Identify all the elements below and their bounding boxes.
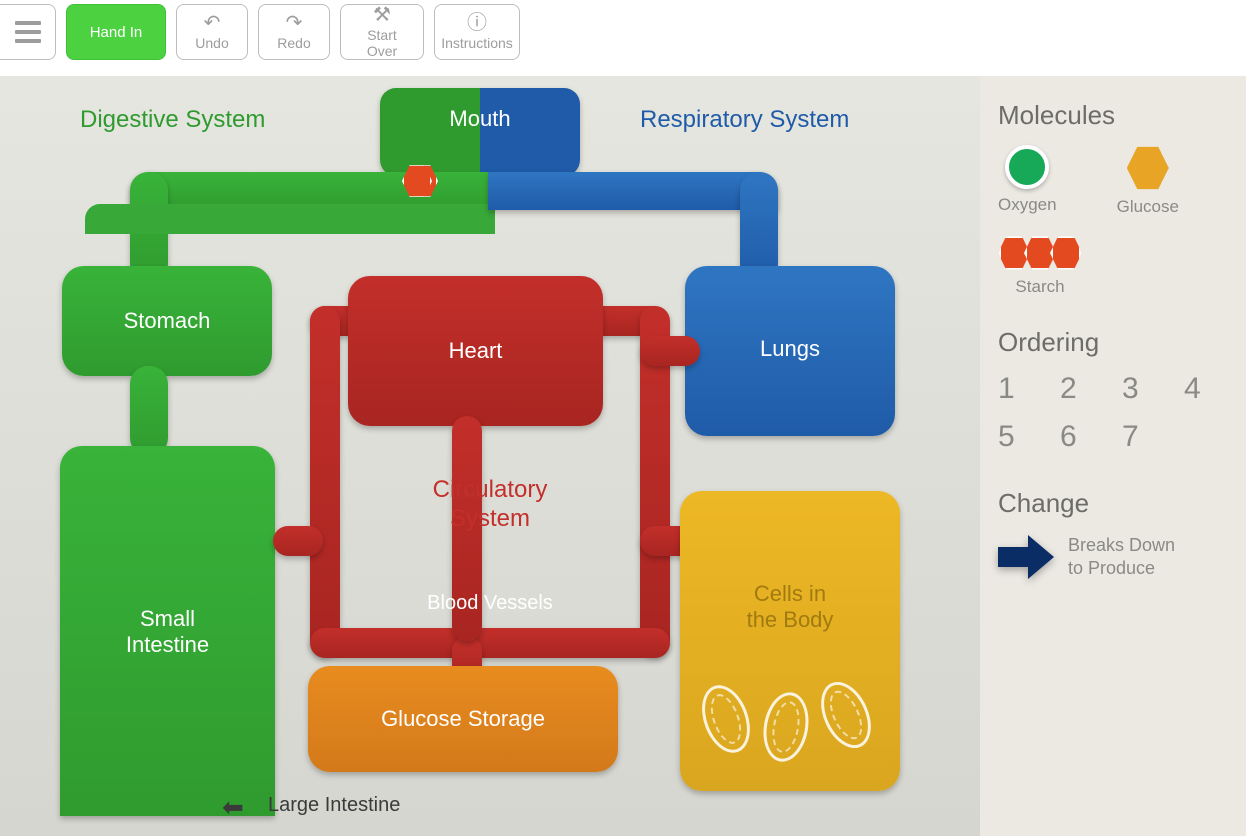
start-over-button[interactable]: ⚒ Start Over [340, 4, 424, 60]
placed-starch-marker[interactable]: 1 [408, 164, 432, 198]
cells-label: Cells in the Body [680, 581, 900, 634]
ordering-number[interactable]: 3 [1122, 372, 1166, 406]
pipe [640, 336, 700, 366]
small-intestine-label: Small Intestine [60, 606, 275, 659]
starch-draggable[interactable]: Starch [998, 235, 1082, 297]
mouth-box[interactable]: Mouth [380, 88, 580, 176]
glucose-draggable[interactable]: Glucose [1117, 145, 1179, 217]
menu-button[interactable] [0, 4, 56, 60]
starch-icon [998, 235, 1082, 271]
ordering-number[interactable]: 4 [1184, 372, 1228, 406]
ordering-number[interactable]: 6 [1060, 420, 1104, 454]
respiratory-title: Respiratory System [640, 106, 849, 134]
stomach-box[interactable]: Stomach [62, 266, 272, 376]
heart-label: Heart [348, 338, 603, 364]
lungs-box[interactable]: Lungs [685, 266, 895, 436]
glucose-storage-box[interactable]: Glucose Storage [308, 666, 618, 772]
breaks-down-label: Breaks Down to Produce [1068, 534, 1175, 581]
pipe [310, 628, 670, 658]
redo-label: Redo [277, 35, 310, 51]
undo-icon: ↶ [204, 13, 221, 33]
instructions-button[interactable]: ⓘ Instructions [434, 4, 520, 60]
small-intestine-box[interactable]: Small Intestine [60, 446, 275, 816]
undo-button[interactable]: ↶ Undo [176, 4, 248, 60]
oxygen-icon [1005, 145, 1049, 189]
pipe [488, 172, 778, 210]
glucose-label: Glucose [1117, 197, 1179, 217]
lungs-label: Lungs [685, 336, 895, 362]
arrow-right-icon [998, 533, 1054, 581]
oxygen-draggable[interactable]: Oxygen [998, 145, 1057, 217]
redo-button[interactable]: ↷ Redo [258, 4, 330, 60]
hamburger-icon [15, 21, 41, 43]
start-over-icon: ⚒ [373, 5, 391, 25]
redo-icon: ↷ [286, 13, 303, 33]
mouth-label: Mouth [380, 106, 580, 132]
pipe [130, 366, 168, 456]
pipe [85, 204, 495, 234]
undo-label: Undo [195, 35, 228, 51]
ordering-number[interactable]: 7 [1122, 420, 1166, 454]
heart-box[interactable]: Heart [348, 276, 603, 426]
start-over-label: Start Over [353, 27, 411, 59]
diagram-canvas[interactable]: Digestive System Respiratory System Mout… [0, 76, 980, 836]
ordering-number[interactable]: 1 [998, 372, 1042, 406]
ordering-number[interactable]: 5 [998, 420, 1042, 454]
glucose-storage-label: Glucose Storage [308, 706, 618, 732]
stomach-label: Stomach [62, 308, 272, 334]
digestive-title: Digestive System [80, 106, 265, 134]
circulatory-title: Circulatory System [370, 476, 610, 534]
glucose-icon [1127, 145, 1169, 191]
sidebar: Molecules Oxygen Glucose Starch Ordering… [980, 76, 1246, 836]
info-icon: ⓘ [467, 13, 487, 33]
pipe [273, 526, 323, 556]
blood-vessels-label: Blood Vessels [380, 592, 600, 615]
instructions-label: Instructions [441, 35, 513, 51]
change-heading: Change [998, 488, 1228, 519]
molecules-heading: Molecules [998, 100, 1228, 131]
pipe [310, 306, 340, 656]
large-intestine-label: Large Intestine [268, 794, 400, 817]
hand-in-button[interactable]: Hand In [66, 4, 166, 60]
starch-label: Starch [1015, 277, 1064, 297]
ordering-grid: 1 2 3 4 5 6 7 [998, 372, 1228, 454]
oxygen-label: Oxygen [998, 195, 1057, 215]
arrow-left-icon: ⬅ [222, 792, 244, 823]
ordering-heading: Ordering [998, 327, 1228, 358]
breaks-down-arrow[interactable] [998, 533, 1054, 581]
hand-in-label: Hand In [90, 24, 143, 41]
toolbar: Hand In ↶ Undo ↷ Redo ⚒ Start Over ⓘ Ins… [0, 4, 520, 60]
ordering-number[interactable]: 2 [1060, 372, 1104, 406]
